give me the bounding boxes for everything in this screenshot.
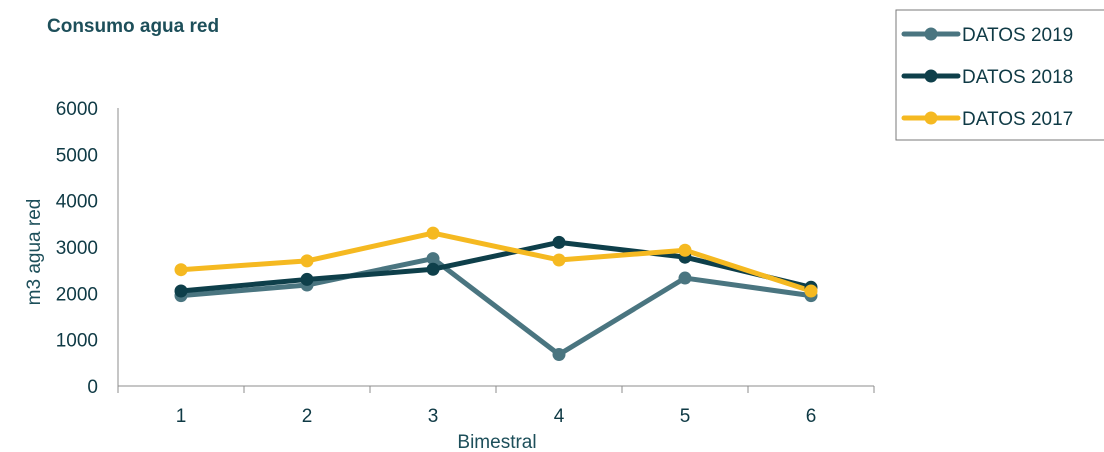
data-point [300, 272, 314, 286]
series-lines [178, 230, 814, 357]
x-tick-label: 5 [680, 406, 691, 427]
y-tick-label: 1000 [56, 331, 98, 352]
y-tick-label: 5000 [56, 145, 98, 166]
x-tick-label: 6 [806, 406, 817, 427]
series-line [178, 239, 814, 294]
data-point [552, 253, 566, 267]
data-point [300, 254, 314, 268]
x-axis-title: Bimestral [457, 432, 536, 452]
data-point [804, 284, 818, 298]
legend: DATOS 2019 DATOS 2018 DATOS 2017 [895, 9, 1104, 141]
data-point [174, 284, 188, 298]
data-point [426, 262, 440, 276]
series-points [174, 226, 818, 361]
y-tick-label: 3000 [56, 238, 98, 259]
legend-label: DATOS 2018 [962, 67, 1073, 88]
data-point [426, 252, 440, 266]
y-tick-label: 4000 [56, 192, 98, 213]
legend-marker [924, 27, 938, 41]
x-tick-label: 1 [176, 406, 187, 427]
data-point [552, 347, 566, 361]
y-axis-title: m3 agua red [24, 199, 45, 306]
legend-marker [924, 69, 938, 83]
data-point [678, 243, 692, 257]
data-point [678, 271, 692, 285]
x-tick-label: 2 [302, 406, 313, 427]
legend-label: DATOS 2017 [962, 109, 1073, 130]
y-tick-label: 0 [87, 377, 98, 398]
legend-marker [924, 111, 938, 125]
y-tick-label: 6000 [56, 99, 98, 120]
series-line [178, 256, 814, 357]
data-point [174, 263, 188, 277]
chart-axes [117, 108, 875, 393]
x-tick-label: 4 [554, 406, 565, 427]
y-tick-label: 2000 [56, 284, 98, 305]
chart-title: Consumo agua red [47, 16, 220, 37]
series-line [178, 230, 814, 294]
x-tick-label: 3 [428, 406, 439, 427]
y-tick-labels: 0 1000 2000 3000 4000 5000 6000 [56, 99, 98, 398]
data-point [426, 226, 440, 240]
legend-label: DATOS 2019 [962, 25, 1073, 46]
data-point [552, 235, 566, 249]
x-tick-labels: 1 2 3 4 5 6 [176, 406, 817, 427]
